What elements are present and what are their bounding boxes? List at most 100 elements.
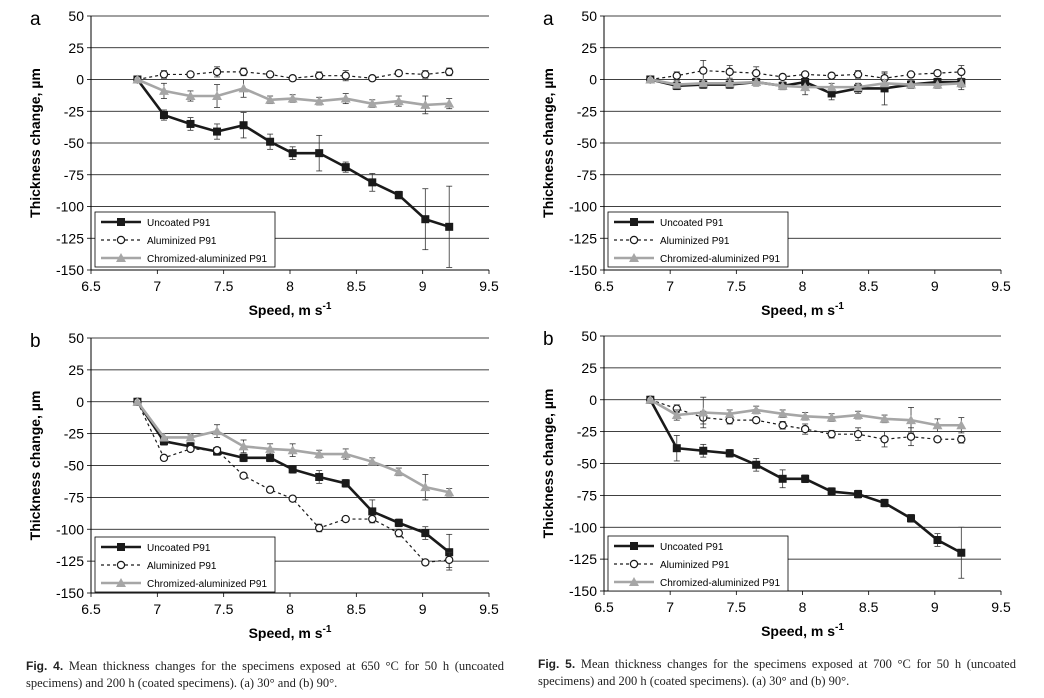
data-point [880,84,889,93]
legend-label: Chromized-aluminized P91 [147,254,267,265]
data-point [777,80,788,90]
data-point [906,79,917,89]
x-tick-label: 8 [799,278,807,294]
data-point [315,149,324,158]
y-tick-label: -50 [577,135,597,151]
y-tick-label: -25 [577,424,597,440]
data-point [853,410,864,420]
data-point [393,96,404,106]
data-point [314,71,324,80]
x-tick-label: 9.5 [479,278,499,294]
data-point [880,435,889,444]
data-point [751,415,761,425]
data-point [341,479,350,488]
y-tick-label: -25 [64,426,84,442]
data-point [421,558,430,567]
data-point [801,474,810,483]
data-point [827,487,836,496]
panel-label: a [543,9,554,30]
y-axis-label: Thickness change, µm [540,389,556,539]
x-tick-label: 9 [419,601,427,617]
data-point [212,67,222,77]
x-tick-label: 8 [799,599,807,615]
data-point [751,77,762,87]
series-chromized [645,394,967,434]
x-tick-label: 9.5 [479,601,499,617]
data-point [933,435,942,444]
data-point [672,71,681,80]
y-tick-label: -100 [56,199,84,215]
data-point [956,420,967,430]
y-axis-label: Thickness change, µm [27,68,43,218]
legend-marker [116,560,126,570]
data-point [933,68,942,78]
legend-label: Aluminized P91 [147,561,217,572]
data-point [394,68,403,78]
y-tick-label: -100 [569,199,597,215]
data-point [288,74,297,83]
x-tick-label: 9 [931,599,939,615]
legend-marker [117,543,125,551]
data-point [853,429,863,439]
legend: Uncoated P91 Aluminized P91 Chromized-alum… [607,535,789,592]
data-point [800,424,810,434]
y-tick-label: -25 [577,103,597,119]
y-tick-label: 0 [589,72,597,88]
figure-4-caption-text: Mean thickness changes for the specimens… [26,659,504,690]
y-tick-label: -150 [56,262,84,278]
data-point [698,78,709,88]
data-point [421,70,430,79]
data-point [367,98,378,108]
y-tick-label: -150 [56,585,84,601]
data-point [239,453,248,462]
x-tick-label: 8 [286,278,294,294]
data-point [444,98,455,108]
y-tick-label: -100 [56,521,84,537]
legend-marker [629,559,639,569]
data-point [315,472,324,481]
data-point [265,485,275,494]
data-point [800,411,811,421]
x-tick-label: 7 [153,278,161,294]
data-point [853,82,864,92]
y-tick-label: 0 [76,72,84,88]
x-tick-label: 9 [419,278,427,294]
data-point [445,222,454,231]
data-point [956,78,967,88]
data-point [367,456,378,466]
data-point [212,426,223,436]
data-point [340,449,351,459]
data-point [159,111,168,120]
x-tick-label: 7.5 [214,601,234,617]
y-tick-label: -100 [569,519,597,535]
legend-label: Chromized-aluminized P91 [147,579,267,590]
data-point [158,432,169,442]
x-tick-label: 9.5 [991,599,1011,615]
data-point [645,74,656,84]
y-tick-label: 25 [581,40,597,56]
y-tick-label: -75 [64,167,84,183]
data-point [932,420,943,430]
y-tick-label: -50 [577,456,597,472]
data-point [394,191,403,200]
legend-label: Uncoated P91 [660,218,724,229]
data-point [341,71,350,80]
data-point [444,487,455,497]
data-point [393,466,404,476]
legend-marker [116,253,126,262]
legend-marker [629,235,639,245]
y-tick-label: -150 [569,583,597,599]
x-axis-label: Speed, m s-1 [249,301,332,318]
data-point [725,67,734,77]
data-point [238,83,249,93]
data-point [800,70,810,79]
legend-marker [116,578,126,587]
data-point [827,429,836,439]
series-aluminized [133,397,454,568]
data-point [800,82,811,92]
series-aluminized [133,66,454,84]
data-point [314,96,325,106]
panel-label: a [30,9,41,30]
